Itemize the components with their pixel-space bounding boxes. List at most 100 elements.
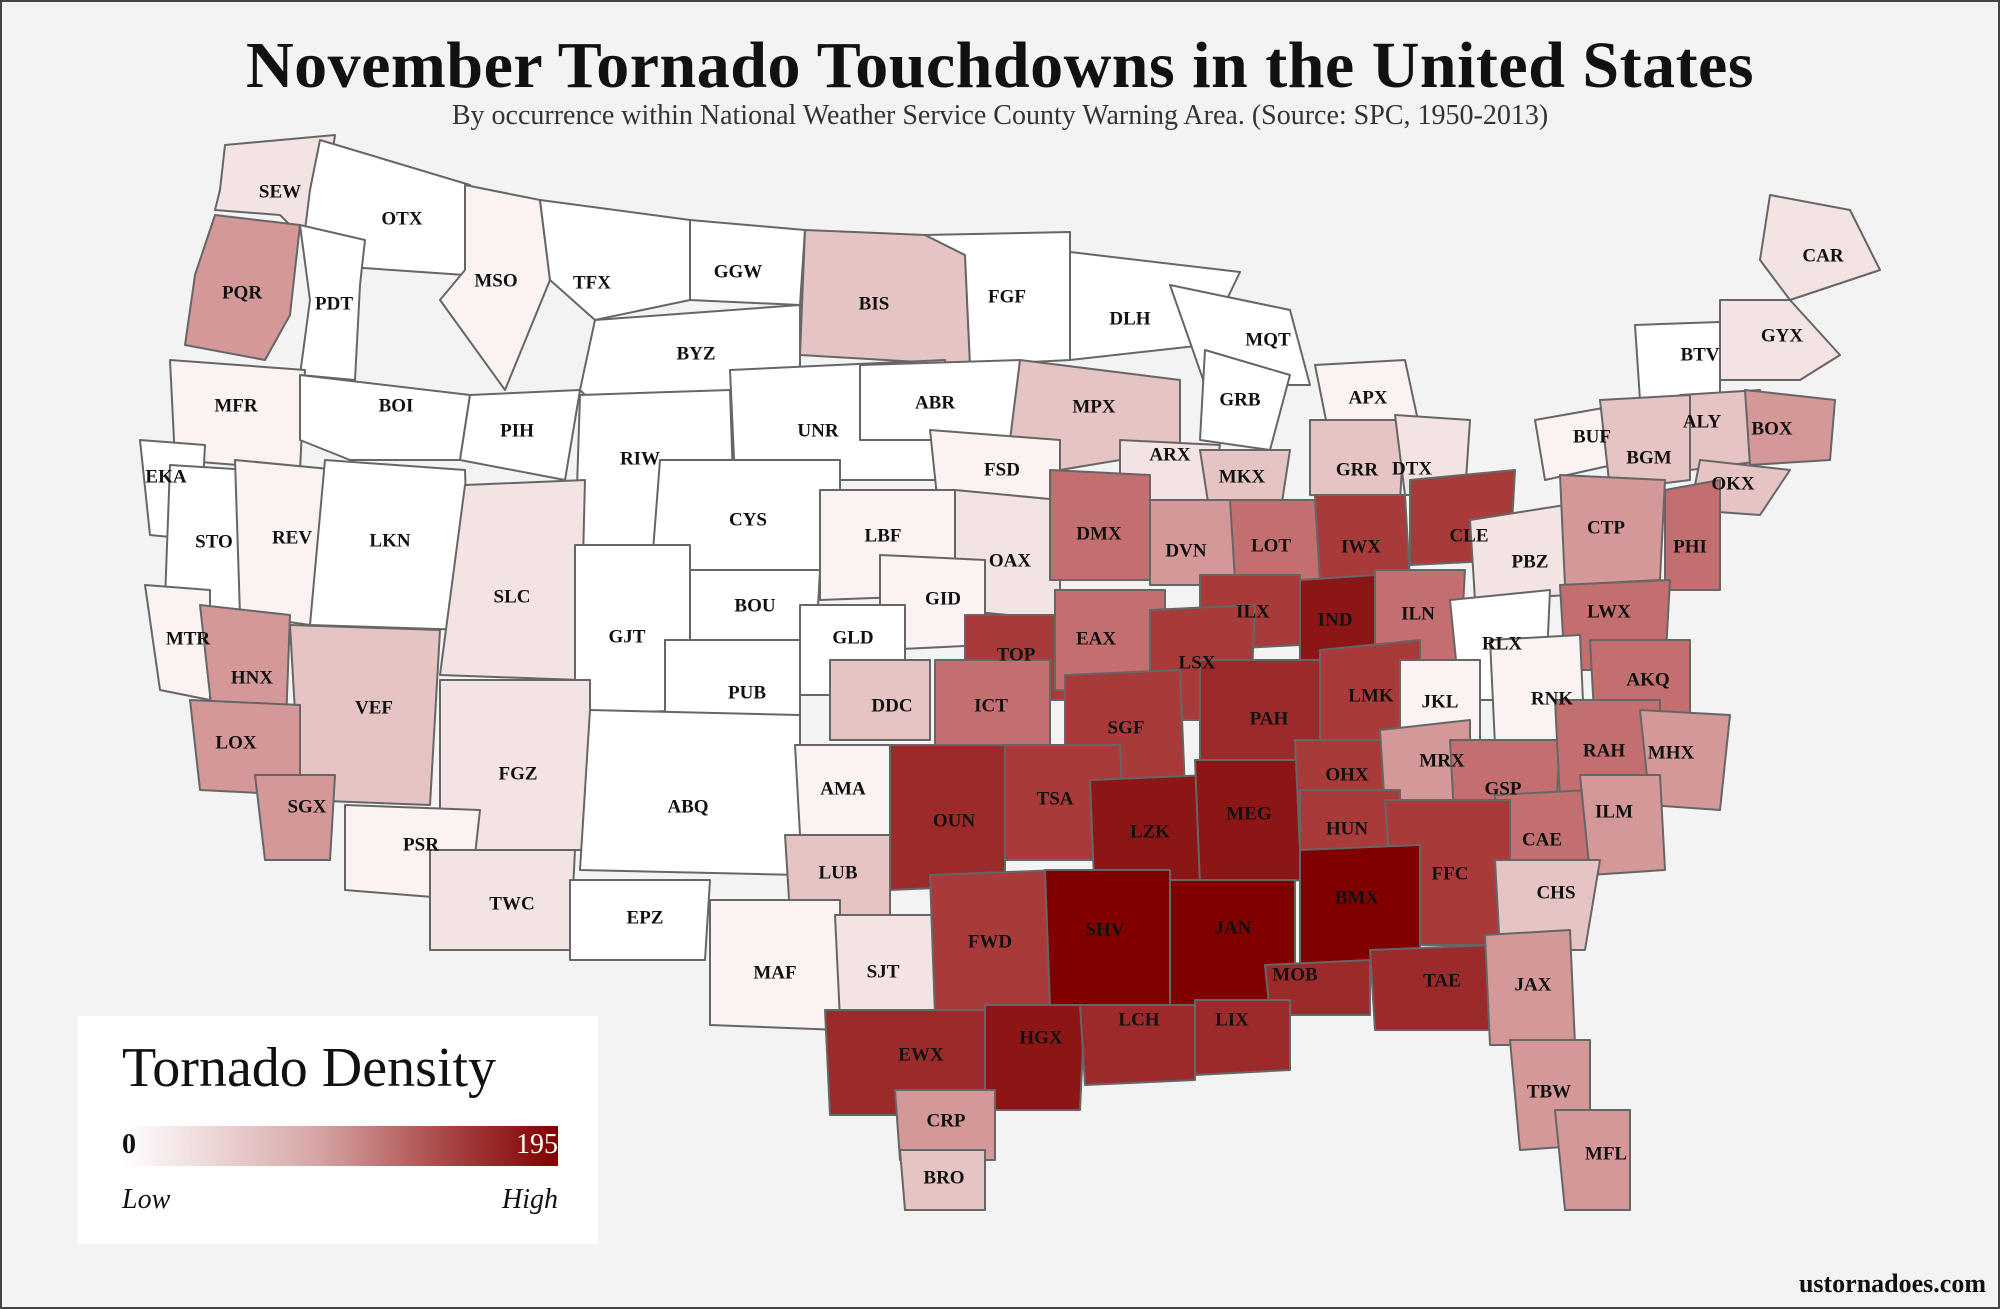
cwa-region-slc xyxy=(439,479,586,681)
cwa-label-mtr: MTR xyxy=(166,628,211,649)
cwa-label-phi: PHI xyxy=(1673,536,1707,557)
cwa-label-unr: UNR xyxy=(797,420,838,441)
cwa-label-mpx: MPX xyxy=(1072,396,1116,417)
cwa-label-chs: CHS xyxy=(1536,882,1575,903)
cwa-label-mob: MOB xyxy=(1272,964,1318,985)
cwa-label-dvn: DVN xyxy=(1165,540,1206,561)
cwa-label-eax: EAX xyxy=(1076,628,1116,649)
cwa-label-boi: BOI xyxy=(379,395,414,416)
cwa-label-mhx: MHX xyxy=(1648,742,1695,763)
cwa-label-bmx: BMX xyxy=(1335,887,1380,908)
cwa-label-pih: PIH xyxy=(500,420,534,441)
cwa-region-crp xyxy=(894,1089,996,1161)
cwa-region-abq xyxy=(579,709,801,876)
cwa-label-aly: ALY xyxy=(1683,411,1722,432)
cwa-label-jan: JAN xyxy=(1215,917,1252,938)
cwa-label-cae: CAE xyxy=(1522,829,1562,850)
cwa-label-ohx: OHX xyxy=(1325,764,1369,785)
cwa-label-lmk: LMK xyxy=(1348,685,1394,706)
cwa-label-eka: EKA xyxy=(145,466,186,487)
cwa-label-lub: LUB xyxy=(818,862,857,883)
cwa-label-pah: PAH xyxy=(1250,708,1289,729)
cwa-label-buf: BUF xyxy=(1573,426,1611,447)
cwa-label-sgf: SGF xyxy=(1108,717,1145,738)
cwa-label-abq: ABQ xyxy=(667,796,708,817)
cwa-label-ewx: EWX xyxy=(898,1044,944,1065)
cwa-label-iln: ILN xyxy=(1401,603,1435,624)
cwa-region-ilm xyxy=(1579,774,1666,876)
cwa-label-car: CAR xyxy=(1802,245,1843,266)
cwa-label-grb: GRB xyxy=(1219,389,1261,410)
cwa-label-hnx: HNX xyxy=(231,667,274,688)
cwa-label-ict: ICT xyxy=(974,695,1008,716)
cwa-region-chs xyxy=(1494,859,1601,951)
cwa-label-akq: AKQ xyxy=(1626,669,1669,690)
cwa-region-mob xyxy=(1264,959,1371,1016)
map-subtitle: By occurrence within National Weather Se… xyxy=(451,100,1549,131)
cwa-label-lbf: LBF xyxy=(865,525,902,546)
cwa-label-bro: BRO xyxy=(923,1167,964,1188)
cwa-label-grr: GRR xyxy=(1336,459,1379,480)
cwa-label-pbz: PBZ xyxy=(1512,551,1549,572)
cwa-label-ddc: DDC xyxy=(871,695,912,716)
cwa-label-tae: TAE xyxy=(1423,970,1461,991)
cwa-label-rlx: RLX xyxy=(1482,633,1522,654)
cwa-label-cys: CYS xyxy=(729,509,767,530)
cwa-label-fgz: FGZ xyxy=(498,763,537,784)
cwa-label-box: BOX xyxy=(1751,418,1792,439)
cwa-label-rah: RAH xyxy=(1583,740,1625,761)
cwa-label-lkn: LKN xyxy=(369,530,410,551)
cwa-region-car xyxy=(1759,194,1881,301)
cwa-label-dmx: DMX xyxy=(1076,523,1122,544)
cwa-label-epz: EPZ xyxy=(627,907,664,928)
cwa-label-btv: BTV xyxy=(1680,344,1719,365)
cwa-label-oax: OAX xyxy=(989,550,1032,571)
cwa-region-gyx xyxy=(1719,299,1841,381)
cwa-region-epz xyxy=(569,879,711,961)
cwa-region-lix xyxy=(1194,999,1291,1076)
legend-title: Tornado Density xyxy=(122,1037,497,1099)
cwa-region-sgx xyxy=(254,774,336,861)
cwa-label-byz: BYZ xyxy=(676,343,715,364)
cwa-label-iwx: IWX xyxy=(1341,536,1381,557)
cwa-label-fgf: FGF xyxy=(988,286,1026,307)
cwa-label-lox: LOX xyxy=(215,732,256,753)
cwa-label-sto: STO xyxy=(195,531,233,552)
cwa-label-mso: MSO xyxy=(474,270,517,291)
cwa-region-mfl xyxy=(1554,1109,1631,1211)
cwa-label-lch: LCH xyxy=(1118,1009,1159,1030)
cwa-label-gyx: GYX xyxy=(1761,325,1804,346)
cwa-label-ctp: CTP xyxy=(1587,517,1625,538)
cwa-label-dlh: DLH xyxy=(1109,308,1150,329)
cwa-label-riw: RIW xyxy=(620,448,660,469)
cwa-label-gid: GID xyxy=(925,588,961,609)
cwa-label-lsx: LSX xyxy=(1179,652,1216,673)
cwa-label-otx: OTX xyxy=(381,208,422,229)
cwa-label-ilx: ILX xyxy=(1236,601,1270,622)
cwa-label-apx: APX xyxy=(1348,387,1387,408)
cwa-label-tbw: TBW xyxy=(1527,1081,1571,1102)
cwa-label-tfx: TFX xyxy=(573,272,611,293)
cwa-label-crp: CRP xyxy=(926,1110,965,1131)
cwa-label-mqt: MQT xyxy=(1245,329,1291,350)
cwa-label-top: TOP xyxy=(997,644,1036,665)
cwa-label-meg: MEG xyxy=(1226,803,1272,824)
cwa-region-phi xyxy=(1664,479,1721,591)
cwa-label-sgx: SGX xyxy=(287,796,326,817)
cwa-label-ggw: GGW xyxy=(714,261,763,282)
cwa-label-hgx: HGX xyxy=(1019,1027,1063,1048)
cwa-label-cle: CLE xyxy=(1449,525,1488,546)
cwa-label-vef: VEF xyxy=(355,697,393,718)
cwa-label-shv: SHV xyxy=(1085,919,1124,940)
cwa-label-jkl: JKL xyxy=(1422,691,1459,712)
cwa-label-dtx: DTX xyxy=(1392,458,1432,479)
cwa-label-abr: ABR xyxy=(915,392,955,413)
cwa-label-mrx: MRX xyxy=(1419,750,1465,771)
cwa-label-lwx: LWX xyxy=(1587,601,1631,622)
cwa-label-gjt: GJT xyxy=(609,626,646,647)
cwa-label-bis: BIS xyxy=(859,293,890,314)
cwa-label-hun: HUN xyxy=(1326,818,1369,839)
cwa-label-mfl: MFL xyxy=(1585,1143,1627,1164)
cwa-label-pdt: PDT xyxy=(315,293,353,314)
